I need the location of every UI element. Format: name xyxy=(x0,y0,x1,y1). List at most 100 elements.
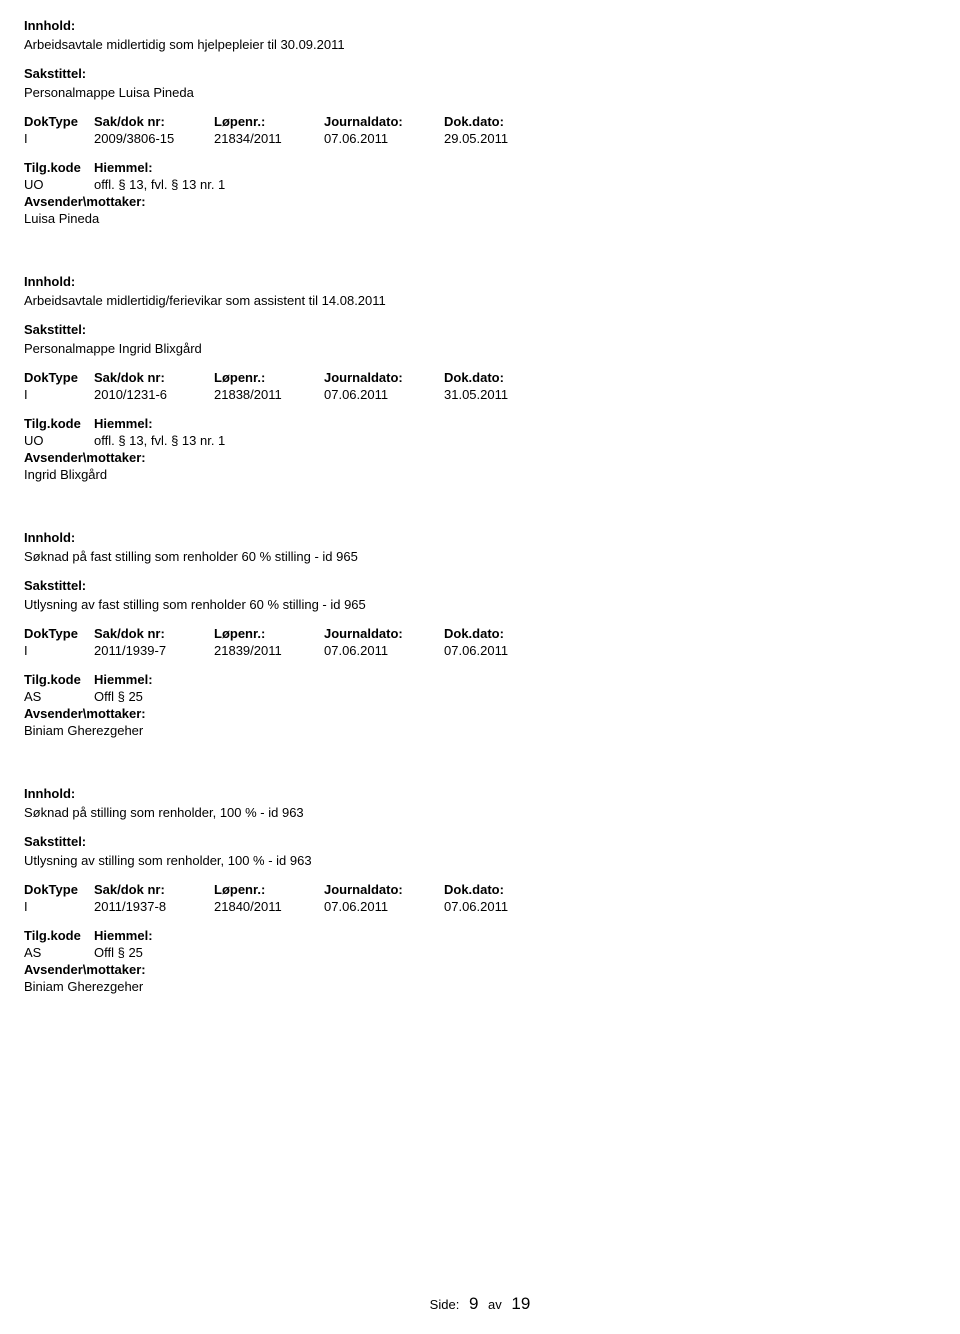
journal-row-header: DokType Sak/dok nr: Løpenr.: Journaldato… xyxy=(24,626,936,641)
hjemmel-value: offl. § 13, fvl. § 13 nr. 1 xyxy=(94,177,936,192)
avsender-label: Avsender\mottaker: xyxy=(24,194,936,209)
col-header-journaldato: Journaldato: xyxy=(324,882,444,897)
doktype-value: I xyxy=(24,387,94,402)
hjemmel-data-row: AS Offl § 25 xyxy=(24,689,936,704)
journaldato-value: 07.06.2011 xyxy=(324,131,444,146)
col-header-journaldato: Journaldato: xyxy=(324,114,444,129)
avsender-value: Biniam Gherezgeher xyxy=(24,979,936,994)
innhold-label: Innhold: xyxy=(24,530,936,545)
journaldato-value: 07.06.2011 xyxy=(324,899,444,914)
col-header-doktype: DokType xyxy=(24,882,94,897)
avsender-label: Avsender\mottaker: xyxy=(24,962,936,977)
footer-av: av xyxy=(488,1297,502,1312)
hjemmel-header-row: Tilg.kode Hiemmel: xyxy=(24,928,936,943)
col-header-sakdok: Sak/dok nr: xyxy=(94,114,214,129)
innhold-label: Innhold: xyxy=(24,274,936,289)
tilgkode-label: Tilg.kode xyxy=(24,416,94,431)
dokdato-value: 31.05.2011 xyxy=(444,387,564,402)
footer-page-number: 9 xyxy=(469,1294,478,1313)
tilgkode-label: Tilg.kode xyxy=(24,672,94,687)
journaldato-value: 07.06.2011 xyxy=(324,387,444,402)
case-title-text: Personalmappe Ingrid Blixgård xyxy=(24,341,936,356)
col-header-journaldato: Journaldato: xyxy=(324,370,444,385)
hjemmel-label: Hiemmel: xyxy=(94,160,936,175)
entries-list: Innhold: Arbeidsavtale midlertidig som h… xyxy=(24,18,936,994)
dokdato-value: 29.05.2011 xyxy=(444,131,564,146)
avsender-value: Luisa Pineda xyxy=(24,211,936,226)
lopenr-value: 21834/2011 xyxy=(214,131,324,146)
journal-row-data: I 2009/3806-15 21834/2011 07.06.2011 29.… xyxy=(24,131,936,146)
journal-row-header: DokType Sak/dok nr: Løpenr.: Journaldato… xyxy=(24,370,936,385)
hjemmel-header-row: Tilg.kode Hiemmel: xyxy=(24,672,936,687)
journal-entry: Innhold: Søknad på fast stilling som ren… xyxy=(24,530,936,738)
hjemmel-header-row: Tilg.kode Hiemmel: xyxy=(24,416,936,431)
tilgkode-value: UO xyxy=(24,433,94,448)
sakdok-value: 2009/3806-15 xyxy=(94,131,214,146)
case-title-text: Personalmappe Luisa Pineda xyxy=(24,85,936,100)
subject-text: Arbeidsavtale midlertidig som hjelpeplei… xyxy=(24,37,936,52)
footer-page-total: 19 xyxy=(511,1294,530,1313)
journal-entry: Innhold: Arbeidsavtale midlertidig som h… xyxy=(24,18,936,226)
hjemmel-label: Hiemmel: xyxy=(94,928,936,943)
col-header-lopenr: Løpenr.: xyxy=(214,882,324,897)
col-header-lopenr: Løpenr.: xyxy=(214,370,324,385)
avsender-label: Avsender\mottaker: xyxy=(24,450,936,465)
sakstittel-label: Sakstittel: xyxy=(24,66,936,81)
subject-text: Arbeidsavtale midlertidig/ferievikar som… xyxy=(24,293,936,308)
col-header-lopenr: Løpenr.: xyxy=(214,626,324,641)
lopenr-value: 21839/2011 xyxy=(214,643,324,658)
journal-row-data: I 2010/1231-6 21838/2011 07.06.2011 31.0… xyxy=(24,387,936,402)
journal-row-header: DokType Sak/dok nr: Løpenr.: Journaldato… xyxy=(24,882,936,897)
tilgkode-value: AS xyxy=(24,945,94,960)
case-title-text: Utlysning av fast stilling som renholder… xyxy=(24,597,936,612)
col-header-dokdato: Dok.dato: xyxy=(444,882,564,897)
doktype-value: I xyxy=(24,643,94,658)
doktype-value: I xyxy=(24,899,94,914)
col-header-sakdok: Sak/dok nr: xyxy=(94,370,214,385)
innhold-label: Innhold: xyxy=(24,786,936,801)
tilgkode-label: Tilg.kode xyxy=(24,928,94,943)
col-header-doktype: DokType xyxy=(24,370,94,385)
doktype-value: I xyxy=(24,131,94,146)
col-header-sakdok: Sak/dok nr: xyxy=(94,626,214,641)
subject-text: Søknad på fast stilling som renholder 60… xyxy=(24,549,936,564)
hjemmel-data-row: UO offl. § 13, fvl. § 13 nr. 1 xyxy=(24,177,936,192)
hjemmel-data-row: UO offl. § 13, fvl. § 13 nr. 1 xyxy=(24,433,936,448)
page-container: Innhold: Arbeidsavtale midlertidig som h… xyxy=(0,0,960,994)
subject-text: Søknad på stilling som renholder, 100 % … xyxy=(24,805,936,820)
journal-row-data: I 2011/1937-8 21840/2011 07.06.2011 07.0… xyxy=(24,899,936,914)
hjemmel-label: Hiemmel: xyxy=(94,672,936,687)
col-header-dokdato: Dok.dato: xyxy=(444,626,564,641)
col-header-dokdato: Dok.dato: xyxy=(444,114,564,129)
lopenr-value: 21840/2011 xyxy=(214,899,324,914)
hjemmel-value: Offl § 25 xyxy=(94,945,936,960)
col-header-doktype: DokType xyxy=(24,114,94,129)
hjemmel-label: Hiemmel: xyxy=(94,416,936,431)
col-header-doktype: DokType xyxy=(24,626,94,641)
hjemmel-value: offl. § 13, fvl. § 13 nr. 1 xyxy=(94,433,936,448)
avsender-label: Avsender\mottaker: xyxy=(24,706,936,721)
hjemmel-data-row: AS Offl § 25 xyxy=(24,945,936,960)
dokdato-value: 07.06.2011 xyxy=(444,899,564,914)
avsender-value: Ingrid Blixgård xyxy=(24,467,936,482)
footer-side-label: Side: xyxy=(430,1297,460,1312)
journal-entry: Innhold: Søknad på stilling som renholde… xyxy=(24,786,936,994)
sakstittel-label: Sakstittel: xyxy=(24,834,936,849)
tilgkode-label: Tilg.kode xyxy=(24,160,94,175)
sakdok-value: 2010/1231-6 xyxy=(94,387,214,402)
journaldato-value: 07.06.2011 xyxy=(324,643,444,658)
lopenr-value: 21838/2011 xyxy=(214,387,324,402)
tilgkode-value: UO xyxy=(24,177,94,192)
col-header-lopenr: Løpenr.: xyxy=(214,114,324,129)
sakstittel-label: Sakstittel: xyxy=(24,578,936,593)
journal-row-data: I 2011/1939-7 21839/2011 07.06.2011 07.0… xyxy=(24,643,936,658)
sakstittel-label: Sakstittel: xyxy=(24,322,936,337)
tilgkode-value: AS xyxy=(24,689,94,704)
col-header-journaldato: Journaldato: xyxy=(324,626,444,641)
avsender-value: Biniam Gherezgeher xyxy=(24,723,936,738)
hjemmel-header-row: Tilg.kode Hiemmel: xyxy=(24,160,936,175)
journal-row-header: DokType Sak/dok nr: Løpenr.: Journaldato… xyxy=(24,114,936,129)
page-footer: Side: 9 av 19 xyxy=(0,1294,960,1314)
innhold-label: Innhold: xyxy=(24,18,936,33)
sakdok-value: 2011/1939-7 xyxy=(94,643,214,658)
